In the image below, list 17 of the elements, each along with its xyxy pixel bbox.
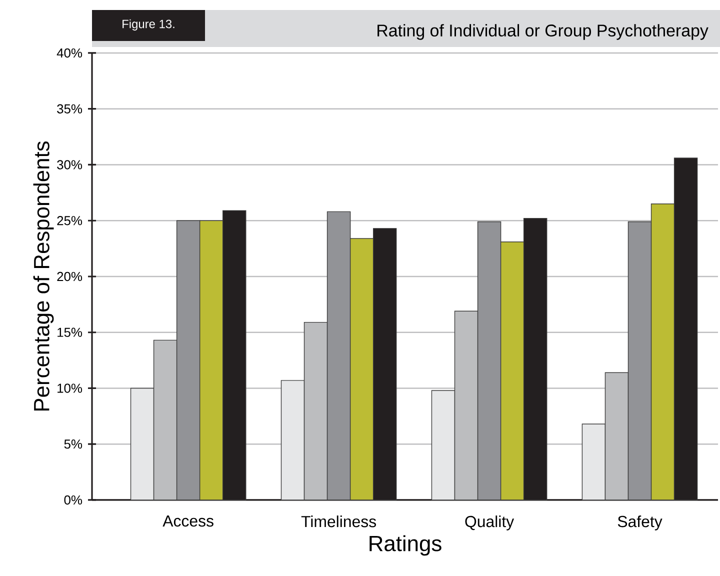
x-tick-label: Quality (465, 516, 514, 530)
y-tick-label: 40% (56, 48, 82, 58)
y-tick-label: 20% (57, 272, 82, 282)
y-tick-label: 5% (64, 440, 82, 449)
x-axis-title: Ratings (370, 535, 442, 556)
x-tick-label: Timeliness (301, 516, 376, 528)
y-tick-label: 30% (57, 160, 82, 170)
x-tick-label: Access (162, 516, 214, 527)
y-tick-label: 10% (58, 384, 82, 393)
y-axis-title: Percentage of Respondents (33, 141, 54, 411)
y-tick-label: 25% (57, 216, 82, 226)
caption: Figure 13. (122, 19, 174, 31)
y-tick-label: 15% (58, 328, 82, 337)
x-tick-label: Safety (618, 516, 662, 530)
y-tick-label: 0% (64, 495, 82, 505)
chart-title: Rating of Individual or Group Psychotherapy (378, 24, 708, 40)
y-tick-label: 35% (57, 104, 82, 114)
